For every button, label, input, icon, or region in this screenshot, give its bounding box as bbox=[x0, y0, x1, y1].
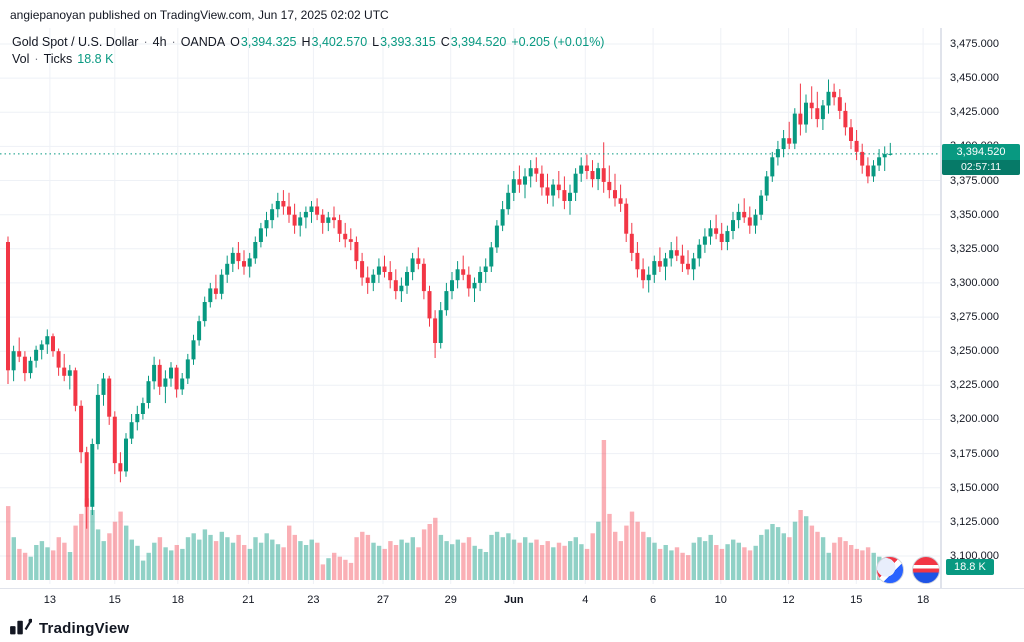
volume-label: Vol bbox=[12, 52, 30, 66]
time-tick-label: 6 bbox=[649, 594, 657, 606]
time-tick-label: 12 bbox=[782, 594, 795, 606]
symbol-title[interactable]: Gold Spot / U.S. Dollar bbox=[12, 35, 139, 49]
price-tick-label: 3,275.000 bbox=[950, 311, 999, 324]
time-tick-label: 15 bbox=[108, 594, 121, 606]
chart-legend: Gold Spot / U.S. Dollar · 4h · OANDA O 3,… bbox=[12, 34, 604, 68]
circular-sticker-icon bbox=[912, 556, 940, 584]
volume-badge: 18.8 K bbox=[946, 559, 994, 575]
price-tick-label: 3,250.000 bbox=[950, 345, 999, 358]
chart-container[interactable]: Gold Spot / U.S. Dollar · 4h · OANDA O 3,… bbox=[0, 28, 1024, 614]
open-label: O bbox=[230, 35, 240, 49]
volume-type-label: Ticks bbox=[43, 52, 73, 66]
price-tick-label: 3,325.000 bbox=[950, 242, 999, 255]
last-price-value: 3,394.520 bbox=[942, 143, 1020, 160]
tradingview-logo-icon[interactable] bbox=[10, 618, 32, 638]
price-tick-label: 3,150.000 bbox=[950, 481, 999, 494]
high-label: H bbox=[301, 35, 311, 49]
time-axis[interactable]: 13 15 18 21 23 27 29 Jun 4 6 10 12 15 18 bbox=[0, 588, 1024, 614]
time-tick-label: 27 bbox=[376, 594, 390, 606]
candlestick-plot[interactable] bbox=[0, 28, 941, 588]
price-tick-label: 3,225.000 bbox=[950, 379, 999, 392]
change-value: +0.205 (+0.01%) bbox=[511, 35, 605, 49]
open-value: 3,394.325 bbox=[240, 35, 297, 49]
price-tick-label: 3,425.000 bbox=[950, 106, 999, 119]
price-tick-label: 3,175.000 bbox=[950, 447, 999, 460]
price-tick-label: 3,475.000 bbox=[950, 38, 999, 50]
bar-countdown: 02:57:11 bbox=[942, 159, 1020, 175]
price-axis[interactable]: 3,475.0003,450.0003,425.0003,400.0003,37… bbox=[941, 28, 1024, 588]
time-tick-label: 10 bbox=[714, 594, 727, 606]
time-tick-label: 13 bbox=[43, 594, 56, 606]
time-tick-label: Jun bbox=[504, 594, 524, 606]
price-tick-label: 3,450.000 bbox=[950, 72, 999, 85]
footer-bar: TradingView bbox=[0, 614, 1024, 642]
time-tick-label: 29 bbox=[444, 594, 457, 606]
price-tick-label: 3,125.000 bbox=[950, 515, 999, 528]
last-price-badge[interactable]: 3,394.520 02:57:11 bbox=[942, 143, 1020, 175]
time-tick-label: 18 bbox=[171, 594, 184, 606]
price-tick-label: 3,300.000 bbox=[950, 276, 999, 289]
legend-separator: · bbox=[171, 35, 176, 49]
attribution-text: angiepanoyan published on TradingView.co… bbox=[10, 8, 389, 22]
close-label: C bbox=[440, 35, 450, 49]
price-tick-label: 3,350.000 bbox=[950, 208, 999, 221]
price-tick-label: 3,375.000 bbox=[950, 174, 999, 187]
interval-label[interactable]: 4h bbox=[152, 35, 167, 49]
low-value: 3,393.315 bbox=[380, 35, 436, 49]
time-tick-label: 4 bbox=[582, 594, 589, 606]
time-tick-label: 18 bbox=[916, 594, 930, 606]
low-label: L bbox=[372, 35, 380, 49]
time-tick-label: 23 bbox=[307, 594, 320, 606]
legend-symbol-row: Gold Spot / U.S. Dollar · 4h · OANDA O 3,… bbox=[12, 34, 604, 51]
exchange-label: OANDA bbox=[180, 35, 226, 49]
volume-value: 18.8 K bbox=[77, 52, 114, 66]
close-value: 3,394.520 bbox=[450, 35, 507, 49]
legend-separator: · bbox=[143, 35, 148, 49]
circular-sticker-icon bbox=[876, 556, 904, 584]
time-tick-label: 15 bbox=[850, 594, 863, 606]
high-value: 3,402.570 bbox=[311, 35, 368, 49]
time-tick-label: 21 bbox=[242, 594, 255, 606]
legend-volume-row: Vol · Ticks 18.8 K bbox=[12, 51, 604, 68]
price-tick-label: 3,200.000 bbox=[950, 413, 999, 426]
legend-separator: · bbox=[34, 52, 39, 66]
tradingview-brand-text[interactable]: TradingView bbox=[39, 619, 130, 637]
